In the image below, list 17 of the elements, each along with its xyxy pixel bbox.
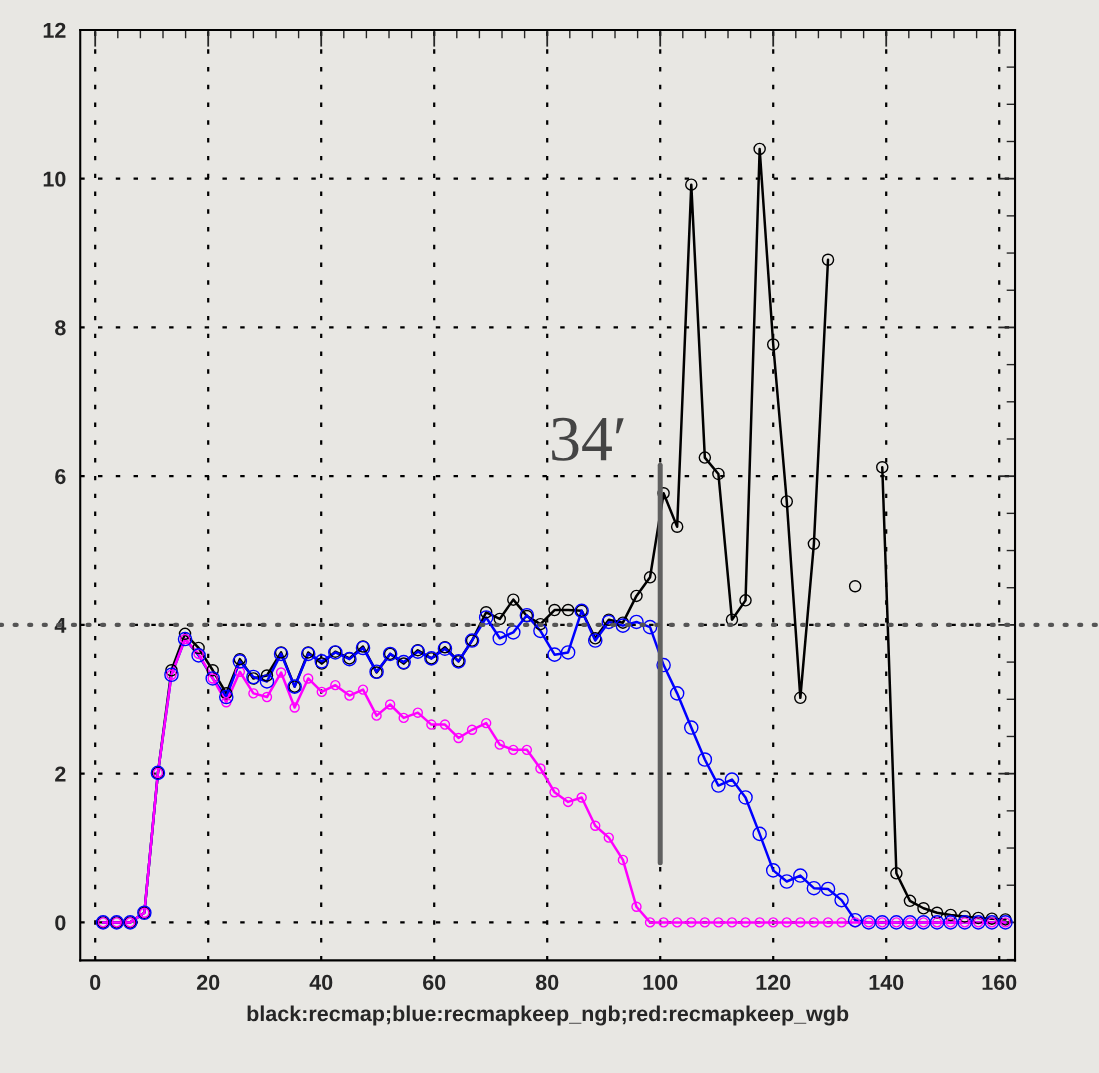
y-tick-label: 2 bbox=[55, 766, 66, 782]
x-tick-label: 100 bbox=[643, 974, 678, 991]
y-tick-label: 6 bbox=[55, 468, 66, 485]
y-tick-label: 8 bbox=[55, 320, 66, 336]
x-tick-label: 120 bbox=[756, 974, 791, 991]
y-tick-label: 12 bbox=[43, 22, 66, 38]
x-tick-label: 20 bbox=[196, 974, 220, 991]
x-tick-label: 0 bbox=[90, 974, 101, 991]
x-tick-label: 80 bbox=[535, 974, 559, 991]
x-tick-label: 160 bbox=[982, 974, 1017, 991]
y-tick-label: 10 bbox=[43, 171, 66, 187]
ref-line-label: 34′ bbox=[552, 417, 624, 461]
x-tick-label: 140 bbox=[869, 974, 904, 991]
x-axis-title: black:recmap;blue:recmapkeep_ngb;red:recmapkeep_wgb bbox=[247, 1005, 849, 1026]
x-tick-label: 60 bbox=[423, 974, 446, 991]
x-tick-label: 40 bbox=[309, 974, 333, 991]
y-tick-label: 0 bbox=[55, 915, 66, 931]
